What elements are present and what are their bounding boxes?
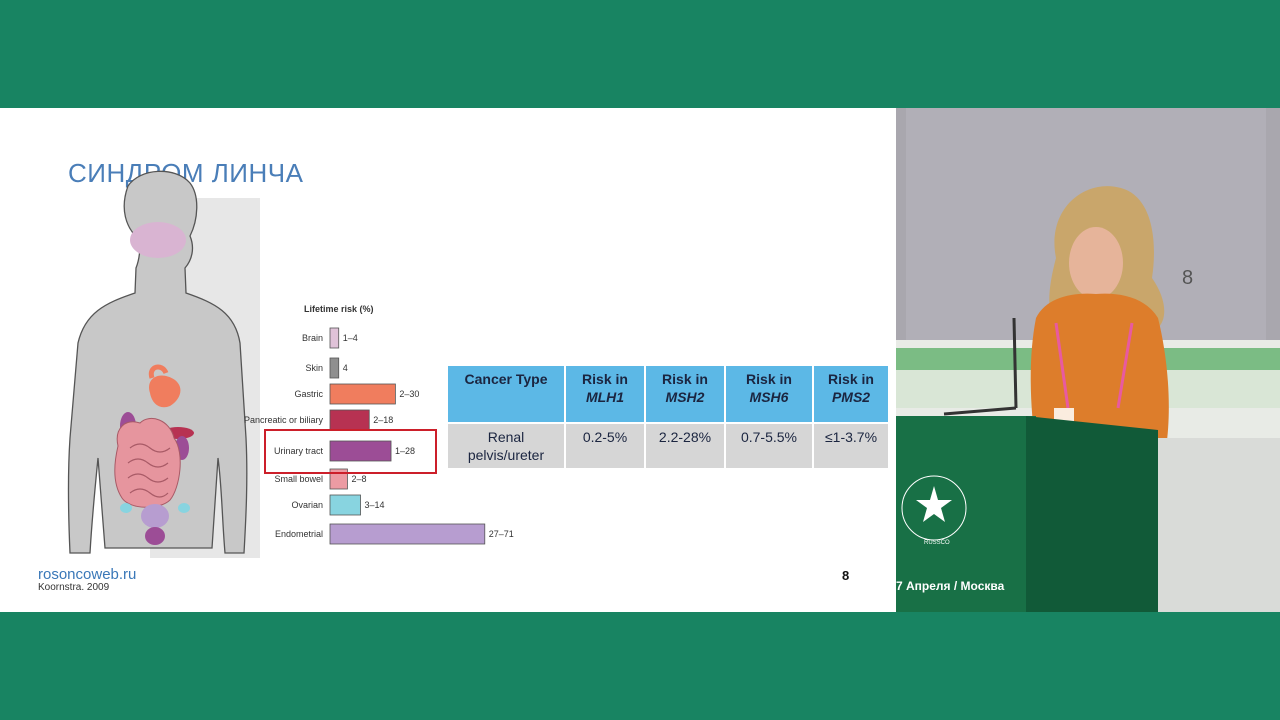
event-date-text: 7 Апреля / Москва xyxy=(896,579,1005,593)
table-row: Renal pelvis/ureter 0.2-5% 2.2-28% 0.7-5… xyxy=(448,422,890,468)
risk-bar xyxy=(329,383,396,405)
lifetime-risk-title: Lifetime risk (%) xyxy=(304,304,374,314)
table-cell-msh6: 0.7-5.5% xyxy=(725,422,814,468)
header-pms2: Risk in PMS2 xyxy=(813,366,890,423)
risk-row-label: Urinary tract xyxy=(274,446,324,456)
risk-row-label: Pancreatic or biliary xyxy=(244,415,324,425)
slide-page-number: 8 xyxy=(842,568,850,583)
speaker-scene: 8 RUSSCO 7 Апреля / Москва xyxy=(896,108,1280,612)
risk-range-label: 1–4 xyxy=(343,333,358,343)
risk-row-label: Small bowel xyxy=(274,474,323,484)
header-label: Risk in xyxy=(746,371,792,387)
top-background-band xyxy=(0,0,1280,108)
risk-row-label: Skin xyxy=(305,363,323,373)
risk-bar xyxy=(329,494,361,516)
risk-range-label: 2–18 xyxy=(373,415,393,425)
risk-range-label: 3–14 xyxy=(365,500,385,510)
header-msh6: Risk in MSH6 xyxy=(725,366,814,423)
risk-row-label: Brain xyxy=(302,333,323,343)
risk-range-label: 27–71 xyxy=(489,529,514,539)
stage-screen-number: 8 xyxy=(1182,267,1193,289)
lynch-syndrome-figure: Lifetime risk (%) Brain 1–4 Skin 4 Gastric 2–… xyxy=(67,170,514,558)
gene-name: MSH2 xyxy=(665,389,705,405)
header-label: Risk in xyxy=(828,371,874,387)
table-cell-pms2: ≤1-3.7% xyxy=(813,422,890,468)
header-cancer-type: Cancer Type xyxy=(448,366,566,423)
risk-bar xyxy=(329,440,392,462)
header-label: Risk in xyxy=(662,371,708,387)
podium-logo-label: RUSSCO xyxy=(924,540,950,546)
citation: Koornstra. 2009 xyxy=(38,582,110,593)
bottom-background-band xyxy=(0,612,1280,720)
risk-range-label: 4 xyxy=(343,363,348,373)
header-msh2: Risk in MSH2 xyxy=(645,366,726,423)
source-website: rosoncoweb.ru xyxy=(38,566,137,583)
gene-name: MSH6 xyxy=(749,389,789,405)
gene-name: PMS2 xyxy=(831,389,871,405)
risk-row-label: Gastric xyxy=(294,389,323,399)
risk-range-label: 1–28 xyxy=(395,446,415,456)
risk-bar xyxy=(329,357,340,379)
risk-row-label: Ovarian xyxy=(291,500,323,510)
risk-bar xyxy=(329,327,340,349)
header-mlh1: Risk in MLH1 xyxy=(565,366,646,423)
header-label: Risk in xyxy=(582,371,628,387)
speaker-video: 8 RUSSCO 7 Апреля / Москва xyxy=(896,108,1280,612)
header-label: Cancer Type xyxy=(464,371,548,387)
gene-name: MLH1 xyxy=(585,389,625,405)
lifetime-risk-bars: Brain 1–4 Skin 4 Gastric 2–30 Pancreatic or bi… xyxy=(244,327,514,545)
urinary-tract-highlight-box xyxy=(264,429,437,474)
presentation-slide: СИНДРОМ ЛИНЧА Lifetime risk (%) Brain 1–4… xyxy=(0,108,896,612)
table-cell-msh2: 2.2-28% xyxy=(645,422,726,468)
risk-range-label: 2–8 xyxy=(351,474,366,484)
risk-row-label: Endometrial xyxy=(275,529,323,539)
risk-range-label: 2–30 xyxy=(399,389,419,399)
human-body-illustration xyxy=(67,170,260,558)
risk-bar xyxy=(329,523,486,545)
risk-bar xyxy=(329,409,370,431)
table-cell-cancer-type: Renal pelvis/ureter xyxy=(448,422,566,468)
risk-table: Cancer Type Risk in MLH1 Risk in MSH2 Risk… xyxy=(448,366,890,468)
table-cell-mlh1: 0.2-5% xyxy=(565,422,646,468)
russco-logo: RUSSCO xyxy=(901,475,967,546)
risk-table-header-row: Cancer Type Risk in MLH1 Risk in MSH2 Risk… xyxy=(448,366,890,423)
